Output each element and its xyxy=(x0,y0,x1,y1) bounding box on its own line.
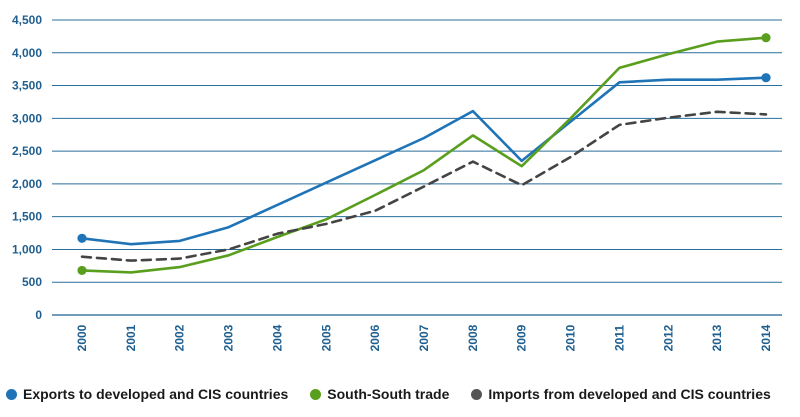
x-tick-label: 2012 xyxy=(661,324,675,351)
series-end-marker-1 xyxy=(77,265,87,276)
legend-label-imports: Imports from developed and CIS countries xyxy=(488,386,771,402)
x-tick-label: 2013 xyxy=(710,324,724,351)
x-tick-label: 2000 xyxy=(75,324,89,351)
series-end-marker-1 xyxy=(761,33,771,43)
legend-marker-imports xyxy=(471,388,483,400)
legend: Exports to developed and CIS countries S… xyxy=(6,383,798,405)
legend-item-south-south: South-South trade xyxy=(310,386,449,402)
y-tick-label: 4,500 xyxy=(12,13,42,27)
x-tick-label: 2001 xyxy=(124,324,138,351)
legend-label-south-south: South-South trade xyxy=(327,386,450,402)
series-line-2 xyxy=(80,110,768,262)
legend-item-imports: Imports from developed and CIS countries xyxy=(471,386,771,402)
series-line-0 xyxy=(80,76,768,246)
legend-item-exports: Exports to developed and CIS countries xyxy=(6,386,288,402)
x-tick-label: 2005 xyxy=(319,324,333,351)
x-tick-label: 2003 xyxy=(222,324,236,351)
series-end-marker-0 xyxy=(761,73,771,83)
y-tick-label: 0 xyxy=(35,308,42,322)
y-tick-label: 4,000 xyxy=(12,46,42,60)
y-tick-label: 2,000 xyxy=(12,177,42,191)
x-tick-label: 2006 xyxy=(368,324,382,351)
legend-label-exports: Exports to developed and CIS countries xyxy=(23,386,289,402)
x-tick-label: 2009 xyxy=(515,324,529,351)
legend-marker-exports xyxy=(6,388,17,400)
x-tick-label: 2002 xyxy=(173,324,187,351)
y-tick-label: 3,500 xyxy=(12,79,42,93)
y-tick-label: 3,000 xyxy=(12,111,42,125)
x-tick-label: 2004 xyxy=(270,324,284,351)
series-end-marker-0 xyxy=(77,233,87,243)
x-tick-label: 2007 xyxy=(417,324,431,351)
legend-marker-south-south xyxy=(310,388,322,400)
x-tick-label: 2008 xyxy=(466,324,480,351)
series-line-1 xyxy=(80,36,768,274)
x-tick-label: 2010 xyxy=(564,324,578,351)
y-tick-label: 2,500 xyxy=(12,144,42,158)
x-tick-label: 2011 xyxy=(612,325,626,351)
y-tick-label: 1,500 xyxy=(12,210,42,224)
y-tick-label: 500 xyxy=(22,275,42,289)
x-tick-label: 2014 xyxy=(759,324,773,351)
y-tick-label: 1,000 xyxy=(12,242,42,256)
